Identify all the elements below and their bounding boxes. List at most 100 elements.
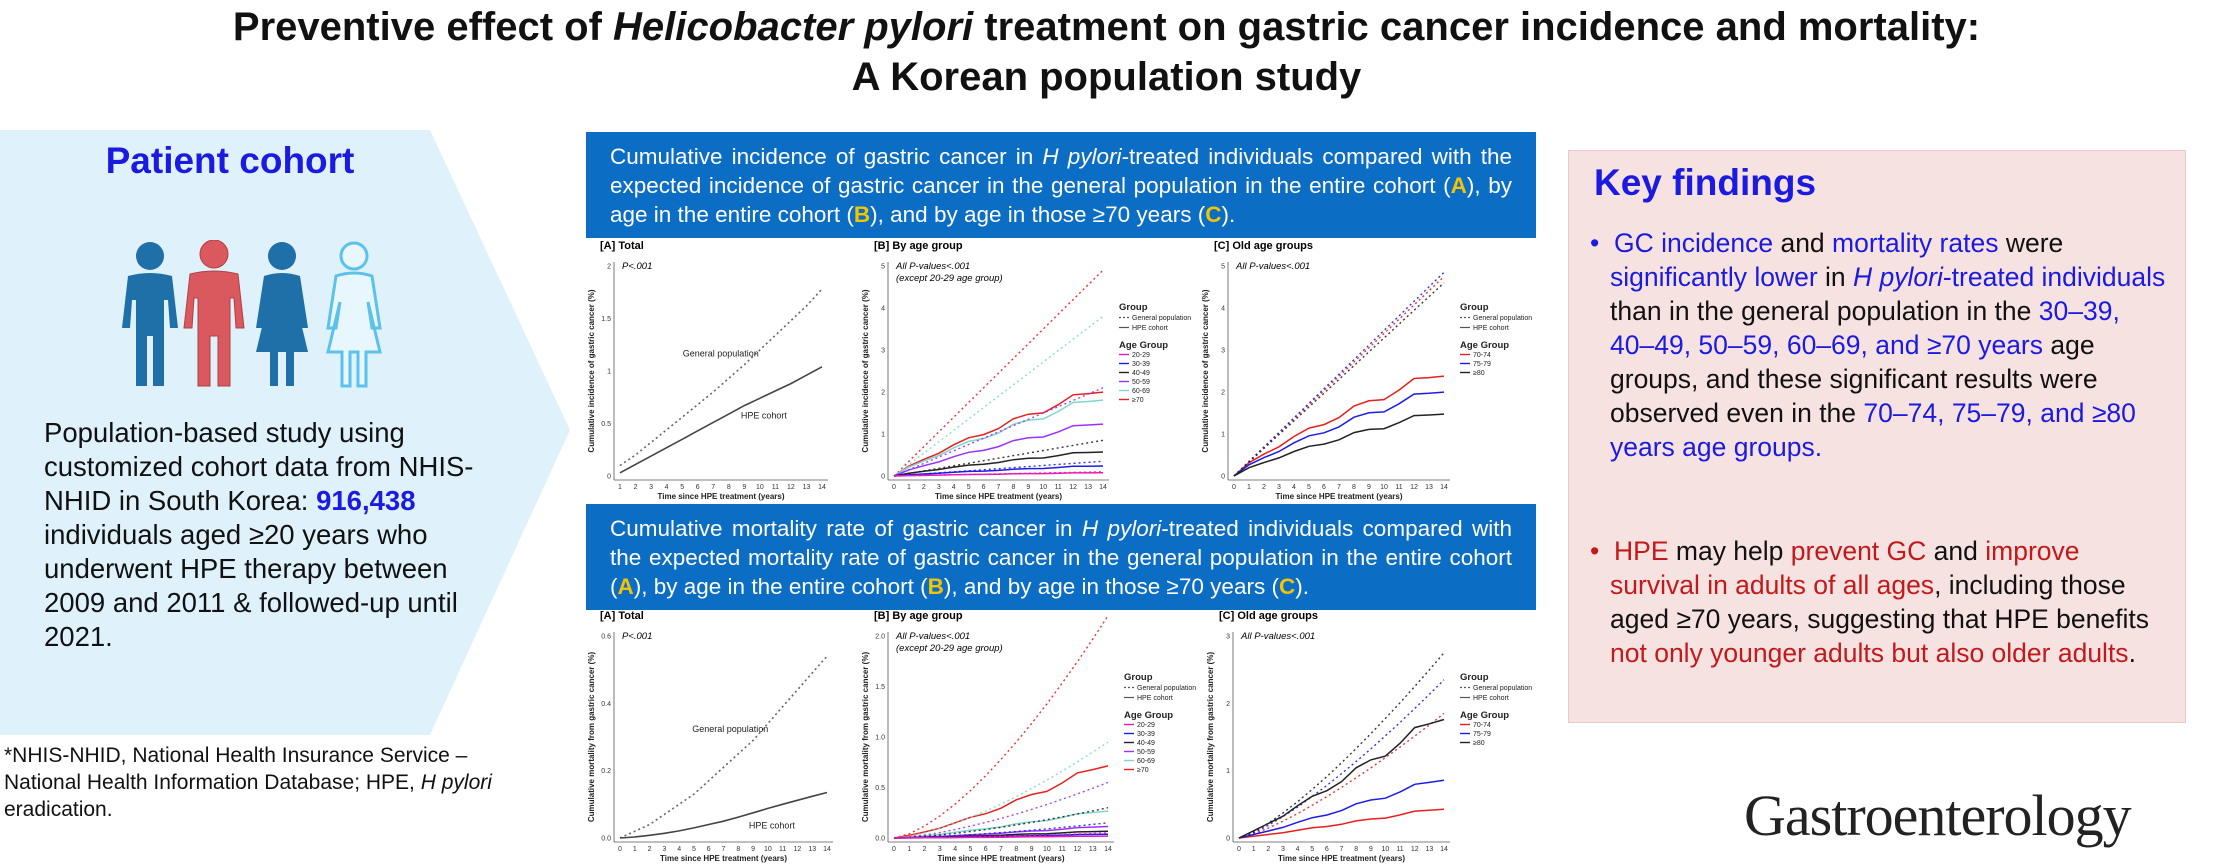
y-tick-label: 0.6 bbox=[601, 634, 611, 641]
finding-bullet-1: • GC incidence and mortality rates were … bbox=[1590, 228, 2166, 462]
x-tick-label: 12 bbox=[787, 484, 795, 491]
x-tick-label: 7 bbox=[711, 484, 715, 491]
cohort-heading: Patient cohort bbox=[105, 140, 355, 181]
legend-age-label: ≥80 bbox=[1473, 740, 1485, 747]
x-tick-label: 3 bbox=[662, 846, 666, 853]
y-tick-label: 0 bbox=[607, 474, 611, 481]
hpe-cohort-line-30-39 bbox=[893, 465, 1104, 477]
x-tick-label: 1 bbox=[907, 484, 911, 491]
y-tick-label: 0 bbox=[881, 474, 885, 481]
hpe-cohort-line-≥80 bbox=[1238, 718, 1445, 839]
p-value-note: All P-values<.001 bbox=[1240, 631, 1315, 642]
y-tick-label: 1 bbox=[881, 432, 885, 439]
legend-group-label: General population bbox=[1473, 315, 1532, 322]
x-tick-label: 12 bbox=[1410, 484, 1418, 491]
footnote: *NHIS-NHID, National Health Insurance Se… bbox=[4, 742, 544, 823]
y-tick-label: 0.2 bbox=[601, 768, 611, 775]
findings-panel bbox=[1568, 150, 2186, 723]
y-axis-label: Cumulative mortality from gastric cancer… bbox=[861, 652, 870, 823]
x-tick-label: 7 bbox=[997, 484, 1001, 491]
hpe-cohort-line-50-59 bbox=[893, 423, 1104, 477]
hpe-cohort-line bbox=[619, 366, 823, 474]
cohort-description: Population-based study using customized … bbox=[44, 416, 474, 654]
legend-group-title: Group bbox=[1124, 672, 1153, 683]
x-tick-label: 2 bbox=[1266, 846, 1270, 853]
hpe-cohort-line bbox=[619, 791, 828, 839]
x-tick-label: 6 bbox=[696, 484, 700, 491]
x-tick-label: 14 bbox=[1440, 484, 1448, 491]
hpe-cohort-line-70-74 bbox=[1233, 375, 1445, 477]
legend-group-title: Group bbox=[1460, 302, 1489, 313]
x-tick-label: 3 bbox=[1281, 846, 1285, 853]
y-tick-label: 0.4 bbox=[601, 701, 611, 708]
x-tick-label: 14 bbox=[1104, 846, 1112, 853]
hpe-cohort-line-75-79 bbox=[1233, 391, 1445, 477]
p-value-note: P<.001 bbox=[622, 631, 652, 642]
footnote-italic: H pylori bbox=[420, 771, 492, 794]
legend-group-label: General population bbox=[1473, 685, 1532, 692]
p-value-note: P<.001 bbox=[622, 261, 652, 272]
y-tick-label: 1 bbox=[1226, 768, 1230, 775]
title-subtitle: A Korean population study bbox=[851, 55, 1362, 99]
legend-age-label: ≥80 bbox=[1473, 370, 1485, 377]
legend-group-title: Group bbox=[1460, 672, 1489, 683]
mortality-banner: Cumulative mortality rate of gastric can… bbox=[586, 504, 1536, 610]
legend-age-label: 40-49 bbox=[1137, 740, 1155, 747]
legend-group-label: HPE cohort bbox=[1137, 695, 1173, 702]
y-tick-label: 5 bbox=[1221, 264, 1225, 271]
cohort-count: 916,438 bbox=[316, 485, 416, 516]
hpe-cohort-line-70-74 bbox=[1238, 808, 1445, 839]
x-tick-label: 1 bbox=[1252, 846, 1256, 853]
x-axis-label: Time since HPE treatment (years) bbox=[657, 492, 784, 501]
title-text: Preventive effect of bbox=[232, 5, 614, 49]
x-tick-label: 10 bbox=[764, 846, 772, 853]
cohort-text: Population-based study using customized … bbox=[44, 417, 474, 516]
x-tick-label: 12 bbox=[1411, 846, 1419, 853]
y-tick-label: 0.5 bbox=[875, 785, 885, 792]
y-tick-label: 0.0 bbox=[601, 836, 611, 843]
legend-age-label: 70-74 bbox=[1473, 722, 1491, 729]
x-axis-label: Time since HPE treatment (years) bbox=[1275, 492, 1402, 501]
y-tick-label: 1.5 bbox=[601, 316, 611, 323]
legend-group-title: Group bbox=[1119, 302, 1148, 313]
x-tick-label: 0 bbox=[892, 846, 896, 853]
y-tick-label: 0 bbox=[1221, 474, 1225, 481]
x-tick-label: 0 bbox=[892, 484, 896, 491]
hpe-cohort-line-20-29 bbox=[893, 472, 1104, 477]
cohort-text-cont: individuals aged ≥20 years who underwent… bbox=[44, 519, 458, 652]
x-tick-label: 8 bbox=[1014, 846, 1018, 853]
x-tick-label: 5 bbox=[692, 846, 696, 853]
x-tick-label: 9 bbox=[1030, 846, 1034, 853]
x-axis-label: Time since HPE treatment (years) bbox=[1278, 854, 1405, 863]
x-tick-label: 3 bbox=[1277, 484, 1281, 491]
x-tick-label: 6 bbox=[984, 846, 988, 853]
x-tick-label: 5 bbox=[967, 484, 971, 491]
general-population-label: General population bbox=[692, 724, 768, 734]
legend-group-label: HPE cohort bbox=[1132, 325, 1168, 332]
x-tick-label: 9 bbox=[1369, 846, 1373, 853]
p-value-note: All P-values<.001 bbox=[1235, 261, 1310, 272]
y-tick-label: 2 bbox=[1221, 390, 1225, 397]
x-tick-label: 14 bbox=[1440, 846, 1448, 853]
x-tick-label: 3 bbox=[938, 846, 942, 853]
x-tick-label: 14 bbox=[818, 484, 826, 491]
x-tick-label: 9 bbox=[1026, 484, 1030, 491]
x-tick-label: 2 bbox=[648, 846, 652, 853]
x-tick-label: 4 bbox=[1296, 846, 1300, 853]
y-tick-label: 2 bbox=[1226, 701, 1230, 708]
x-tick-label: 10 bbox=[1039, 484, 1047, 491]
legend-age-label: ≥70 bbox=[1132, 397, 1144, 404]
panel-title: [A] Total bbox=[600, 240, 644, 252]
x-tick-label: 7 bbox=[1340, 846, 1344, 853]
title-text-cont: treatment on gastric cancer incidence an… bbox=[973, 5, 1981, 49]
general-population-line-40-49 bbox=[893, 807, 1109, 839]
x-tick-label: 13 bbox=[1089, 846, 1097, 853]
legend-age-title: Age Group bbox=[1124, 710, 1173, 721]
x-tick-label: 14 bbox=[1099, 484, 1107, 491]
panel-title: [B] By age group bbox=[874, 240, 963, 252]
x-tick-label: 4 bbox=[1292, 484, 1296, 491]
y-tick-label: 2 bbox=[607, 264, 611, 271]
x-tick-label: 10 bbox=[1043, 846, 1051, 853]
x-tick-label: 2 bbox=[923, 846, 927, 853]
